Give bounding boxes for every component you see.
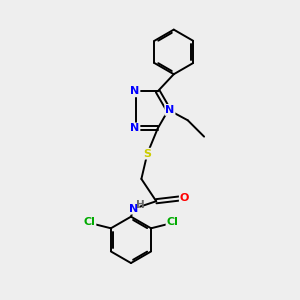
Text: Cl: Cl	[167, 217, 178, 227]
Text: N: N	[130, 86, 140, 96]
Text: S: S	[143, 149, 151, 159]
Text: N: N	[165, 105, 175, 115]
Text: N: N	[130, 123, 140, 134]
Text: O: O	[180, 193, 189, 203]
Text: Cl: Cl	[84, 217, 95, 227]
Text: H: H	[136, 200, 145, 210]
Text: N: N	[129, 204, 139, 214]
